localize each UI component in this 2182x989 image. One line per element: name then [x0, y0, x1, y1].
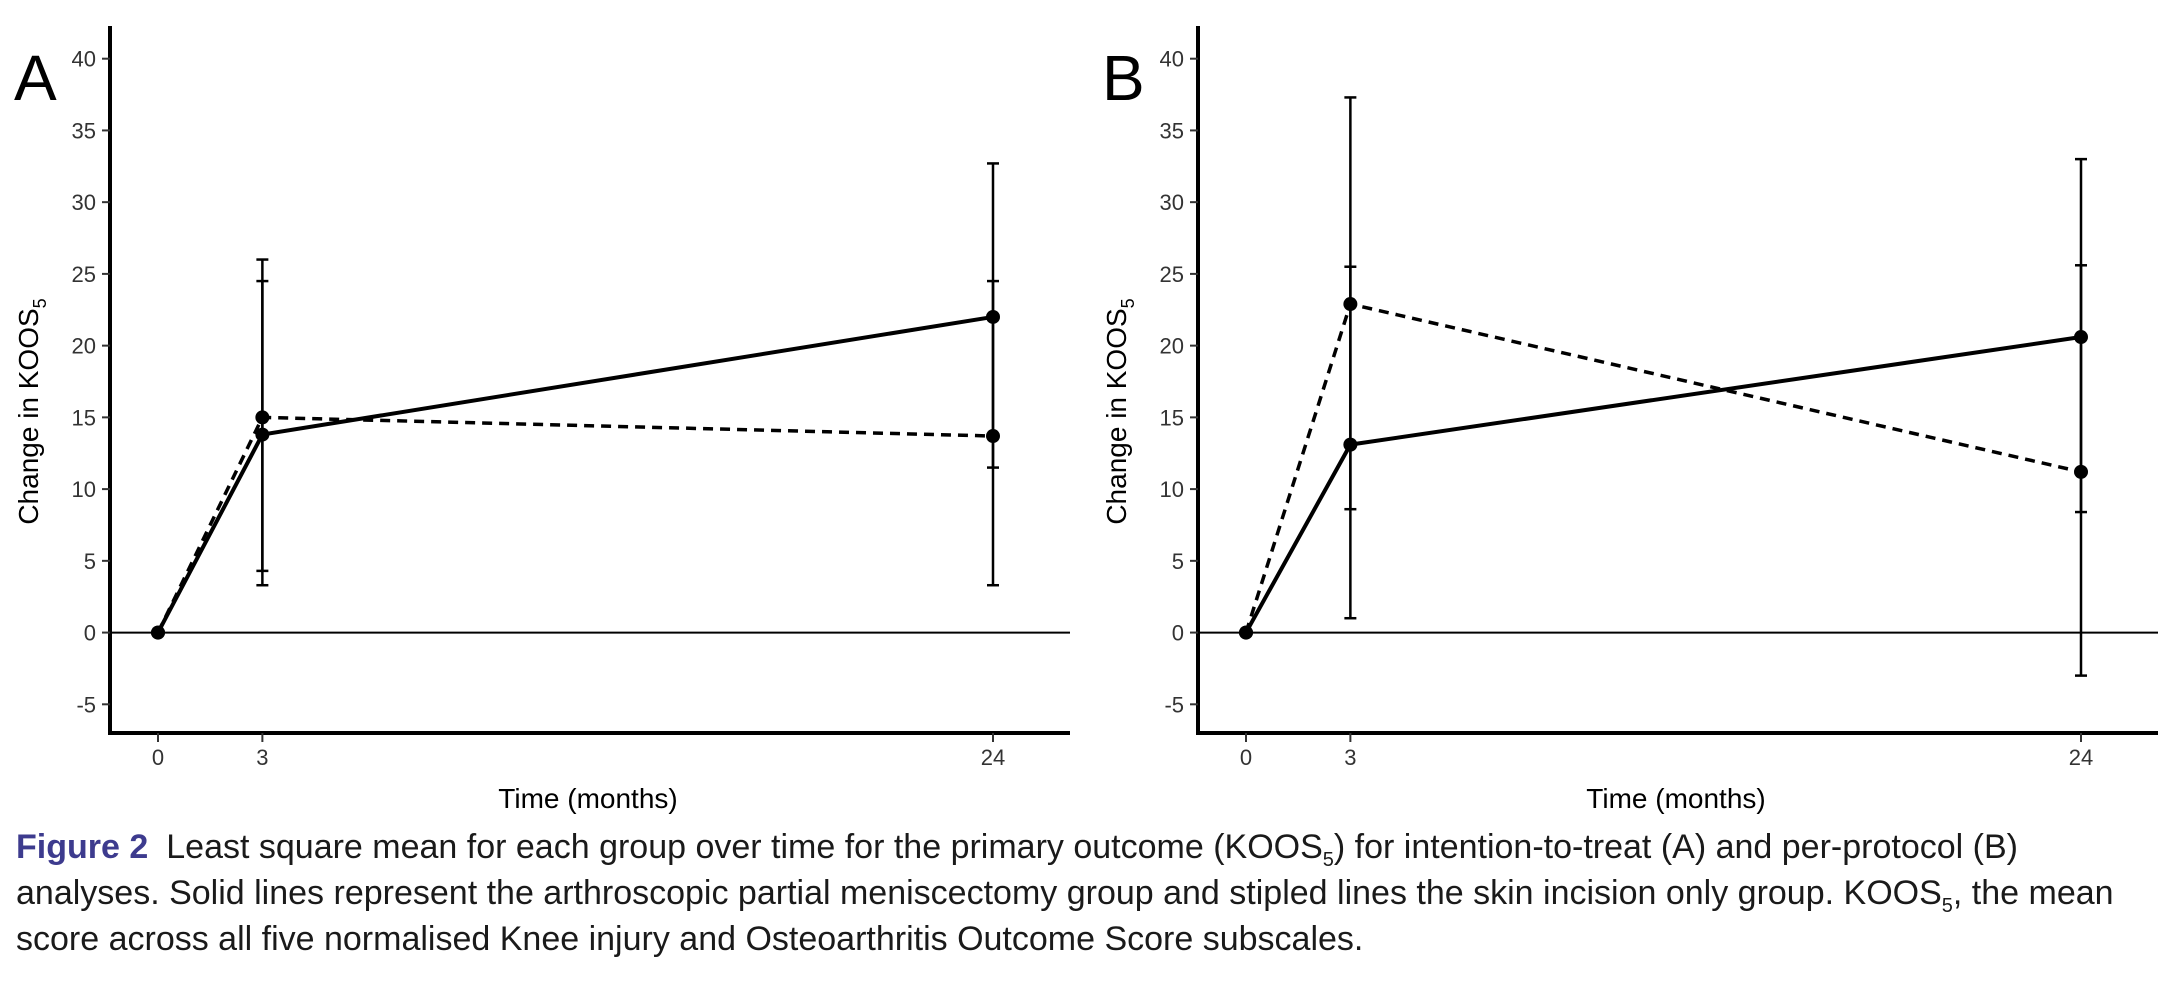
panel-a: A -5 0 5 10 15 20 25 30 35 40 0 3 24 Time (months) Chan…	[13, 26, 1070, 814]
y-tick-label: 25	[1160, 262, 1184, 287]
solid-series-line	[1244, 335, 2082, 634]
y-tick-label: 15	[72, 405, 96, 430]
x-axis-title: Time (months)	[498, 783, 677, 814]
dashed-series-line	[1244, 301, 2082, 634]
dashed-data-point	[986, 429, 1000, 444]
x-tick-label: 0	[1240, 745, 1252, 770]
y-tick-label: 10	[72, 477, 96, 502]
x-tick-label: 3	[1344, 745, 1356, 770]
x-tick-label: 0	[152, 745, 164, 770]
dashed-data-point	[1343, 297, 1358, 312]
y-tick-label: 20	[1160, 334, 1184, 359]
y-tick-label: -5	[76, 692, 96, 717]
y-tick-label: 5	[84, 549, 96, 574]
y-tick-label: 0	[84, 621, 96, 646]
y-tick-label: 25	[72, 262, 96, 287]
y-tick-label: 40	[72, 47, 96, 72]
caption-subscript-1: 5	[1322, 848, 1334, 871]
panel-letter: A	[14, 42, 57, 114]
panel-letter: B	[1102, 42, 1145, 114]
y-tick-label: 30	[72, 190, 96, 215]
dashed-data-point	[1239, 625, 1253, 640]
y-tick-label: 10	[1160, 477, 1184, 502]
dashed-series-line	[156, 415, 994, 634]
x-tick-label: 3	[256, 745, 268, 770]
y-tick-label: 35	[72, 118, 96, 143]
figure-caption: Figure 2 Least square mean for each group…	[16, 824, 2166, 962]
caption-text-3: , the mean score across all five normali…	[16, 874, 2114, 958]
y-axis-title-main: Change in KOOS	[13, 308, 44, 524]
caption-subscript-2: 5	[1941, 894, 1953, 917]
caption-text-1: Least square mean for each group over ti…	[166, 828, 1323, 866]
y-tick-label: 35	[1160, 118, 1184, 143]
x-tick-label: 24	[2069, 745, 2093, 770]
panel-b: B -5 0 5 10 15 20 25 30 35 40 0 3 24 Time (months) Chan…	[1101, 26, 2158, 814]
y-tick-label: 30	[1160, 190, 1184, 215]
y-tick-label: 5	[1172, 549, 1184, 574]
x-tick-label: 24	[981, 745, 1005, 770]
caption-text-2: ) for intention-to-treat (A) and per-pro…	[16, 828, 2018, 912]
dashed-data-point	[255, 410, 270, 425]
y-tick-label: 40	[1160, 47, 1184, 72]
y-axis-title-main: Change in KOOS	[1101, 308, 1132, 524]
solid-series-line	[156, 314, 994, 634]
y-axis-title: Change in KOOS5	[13, 298, 50, 524]
x-axis-title: Time (months)	[1586, 783, 1765, 814]
y-axis-title-subscript: 5	[30, 298, 50, 308]
y-tick-label: -5	[1164, 692, 1184, 717]
dashed-data-point	[151, 625, 165, 640]
y-axis-title-subscript: 5	[1118, 298, 1138, 308]
dashed-data-point	[2074, 464, 2088, 479]
y-tick-label: 15	[1160, 405, 1184, 430]
figure-label: Figure 2	[16, 828, 149, 866]
y-tick-label: 0	[1172, 621, 1184, 646]
y-axis-title: Change in KOOS5	[1101, 298, 1138, 524]
y-tick-label: 20	[72, 334, 96, 359]
